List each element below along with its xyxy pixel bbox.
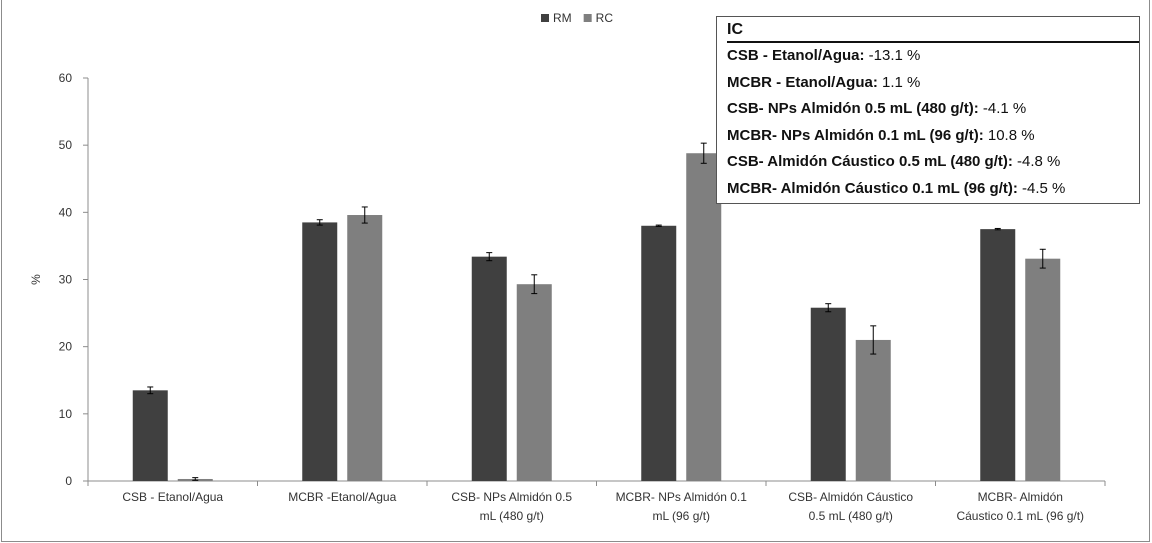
bar-rc [347, 215, 383, 481]
bar-rc [516, 284, 552, 481]
ic-title: IC [727, 19, 1139, 43]
x-category-label: 0.5 mL (480 g/t) [809, 509, 893, 523]
ic-item-label: MCBR- Almidón Cáustico 0.1 mL (96 g/t): [727, 179, 1018, 197]
x-category-label: MCBR -Etanol/Agua [288, 490, 396, 504]
ic-item: CSB- Almidón Cáustico 0.5 mL (480 g/t): … [727, 149, 1129, 176]
x-category-label: CSB - Etanol/Agua [122, 490, 223, 504]
legend-swatch-rc [583, 14, 592, 22]
y-tick-label: 0 [65, 474, 72, 488]
y-tick-label: 20 [59, 340, 73, 354]
x-category-label: MCBR- NPs Almidón 0.1 [616, 490, 748, 504]
ic-item-value: -13.1 % [868, 47, 921, 64]
x-category-label: CSB- NPs Almidón 0.5 [451, 490, 572, 504]
y-tick-label: 40 [59, 205, 73, 219]
ic-item: MCBR - Etanol/Agua: 1.1 % [727, 70, 1129, 97]
ic-item-value: -4.5 % [1022, 179, 1066, 197]
bar-rc [855, 339, 891, 481]
y-axis-label: % [29, 274, 43, 285]
y-tick-label: 60 [59, 71, 73, 85]
ic-item-label: CSB- Almidón Cáustico 0.5 mL (480 g/t): [727, 153, 1013, 170]
y-tick-label: 30 [59, 273, 73, 287]
ic-item-label: MCBR- NPs Almidón 0.1 mL (96 g/t): [727, 126, 984, 144]
y-tick-label: 10 [59, 407, 73, 421]
x-category-label: MCBR- Almidón [978, 490, 1063, 504]
bar-rm [980, 229, 1016, 481]
bar-rm [302, 222, 338, 482]
ic-item-label: CSB - Etanol/Agua: [727, 47, 865, 64]
bar-rc [686, 153, 722, 481]
bar-rm [810, 307, 846, 481]
ic-item-value: 1.1 % [882, 73, 921, 91]
legend-swatch-rm [541, 14, 549, 22]
ic-item-value: -4.8 % [1017, 153, 1061, 170]
ic-item: MCBR- NPs Almidón 0.1 mL (96 g/t): 10.8 … [727, 123, 1129, 150]
x-category-label: mL (96 g/t) [652, 509, 710, 523]
legend-label-rc: RC [596, 11, 614, 25]
bar-rm [132, 390, 168, 481]
bar-rm [641, 225, 677, 481]
ic-item-value: -4.1 % [982, 100, 1027, 117]
ic-item-label: CSB- NPs Almidón 0.5 mL (480 g/t): [727, 100, 979, 117]
ic-item: CSB- NPs Almidón 0.5 mL (480 g/t): -4.1 … [727, 96, 1129, 123]
legend-label-rm: RM [553, 11, 572, 25]
ic-item-value: 10.8 % [987, 126, 1035, 144]
x-category-label: CSB- Almidón Cáustico [788, 490, 913, 504]
x-category-label: Cáustico 0.1 mL (96 g/t) [956, 509, 1084, 523]
ic-item-label: MCBR - Etanol/Agua: [727, 73, 878, 91]
y-tick-label: 50 [59, 138, 73, 152]
ic-item: CSB - Etanol/Agua: -13.1 % [727, 43, 1129, 70]
x-category-label: mL (480 g/t) [480, 509, 544, 523]
ic-annotation-box: IC CSB - Etanol/Agua: -13.1 % MCBR - Eta… [716, 16, 1140, 204]
bar-rc [1025, 258, 1061, 481]
ic-item: MCBR- Almidón Cáustico 0.1 mL (96 g/t): … [727, 176, 1129, 203]
bar-rm [471, 256, 507, 481]
